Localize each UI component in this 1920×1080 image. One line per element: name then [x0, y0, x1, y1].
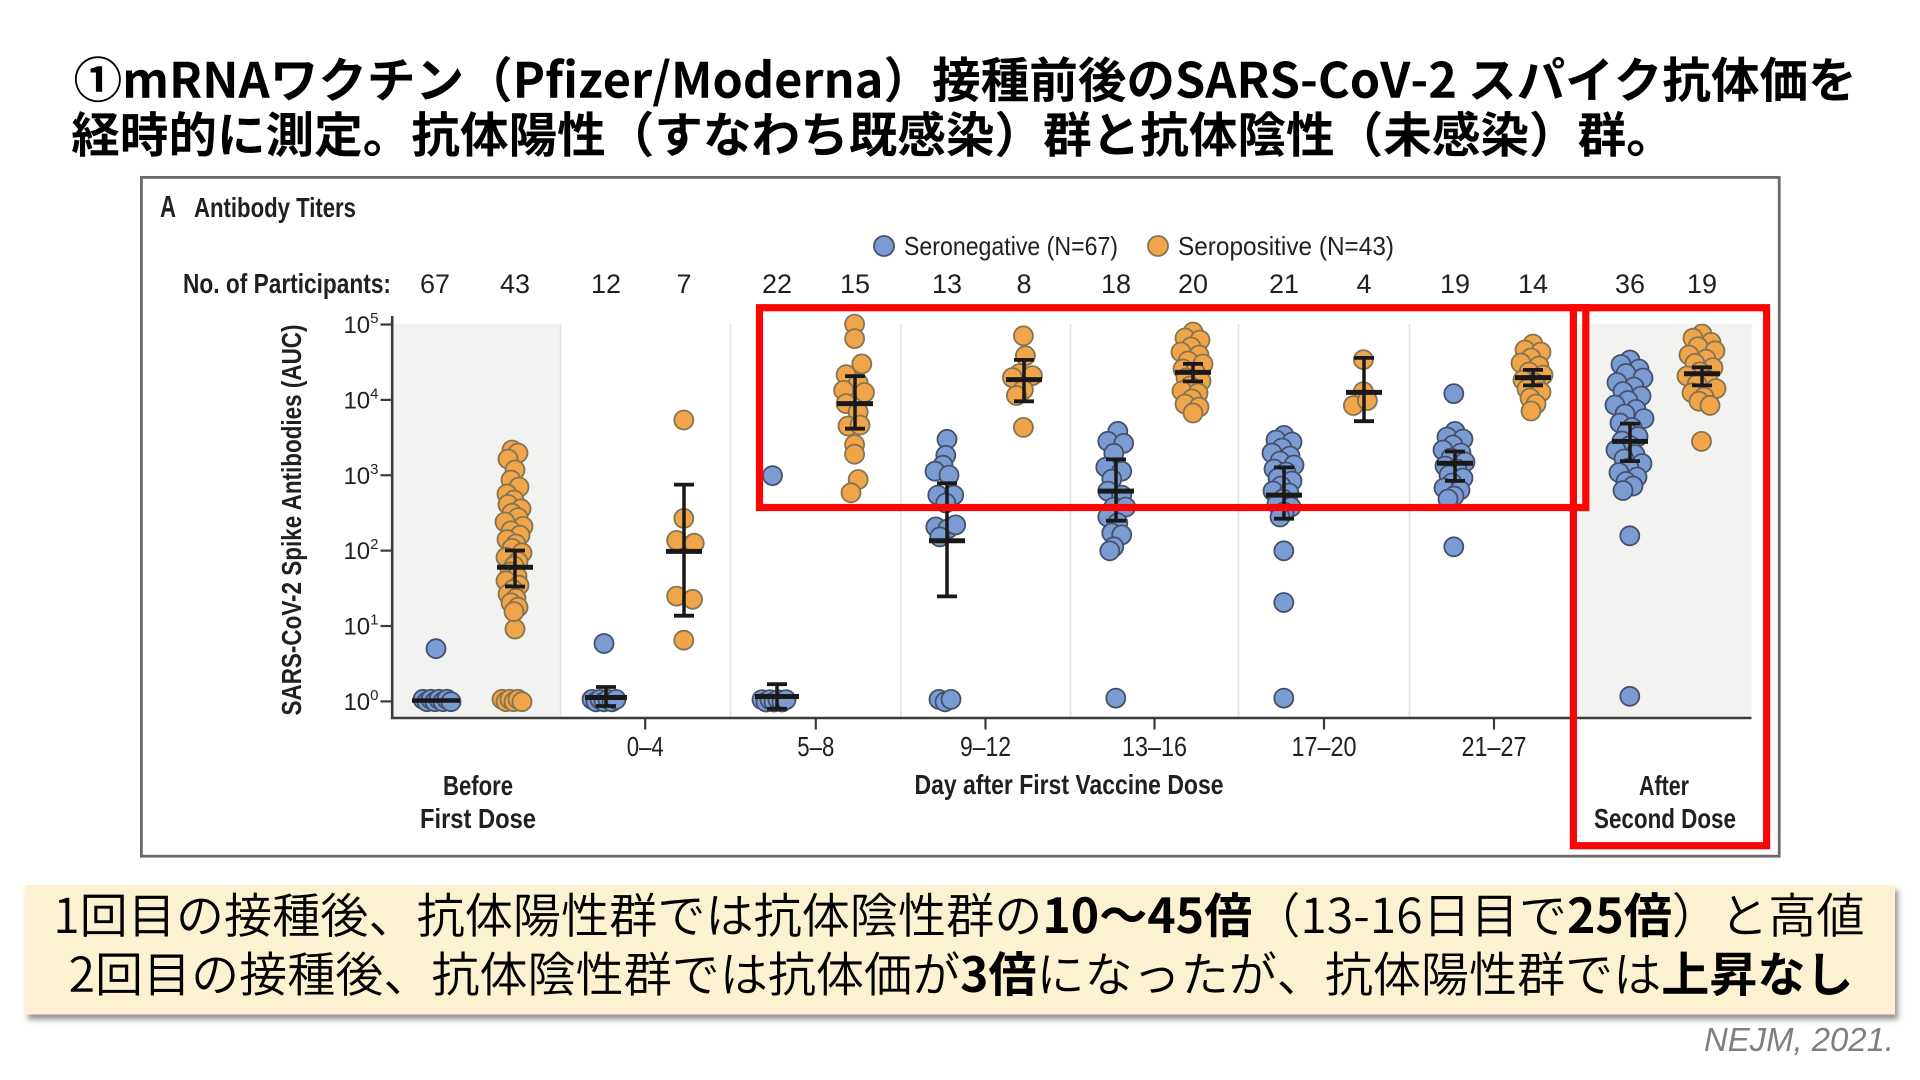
svg-text:7: 7 [676, 269, 691, 299]
svg-text:43: 43 [500, 269, 530, 299]
svg-text:36: 36 [1615, 269, 1645, 299]
svg-text:15: 15 [840, 269, 870, 299]
svg-text:NEJM, 2021.: NEJM, 2021. [1704, 1021, 1894, 1058]
svg-text:18: 18 [1101, 269, 1131, 299]
svg-text:0–4: 0–4 [627, 731, 664, 762]
svg-text:Antibody Titers: Antibody Titers [194, 192, 356, 223]
svg-text:Day after First Vaccine Dose: Day after First Vaccine Dose [915, 769, 1224, 800]
svg-text:20: 20 [1178, 269, 1208, 299]
svg-text:102: 102 [343, 536, 378, 565]
svg-text:First Dose: First Dose [420, 803, 536, 834]
svg-text:21: 21 [1269, 269, 1299, 299]
svg-text:4: 4 [1356, 269, 1371, 299]
svg-text:13–16: 13–16 [1122, 731, 1187, 762]
svg-text:Seronegative (N=67): Seronegative (N=67) [904, 231, 1118, 261]
svg-text:Before: Before [443, 770, 513, 801]
svg-text:13: 13 [932, 269, 962, 299]
svg-text:14: 14 [1518, 269, 1548, 299]
svg-text:Seropositive (N=43): Seropositive (N=43) [1178, 231, 1394, 261]
svg-text:19: 19 [1687, 269, 1717, 299]
svg-text:67: 67 [420, 269, 450, 299]
svg-text:A: A [160, 189, 176, 224]
svg-text:12: 12 [591, 269, 621, 299]
svg-text:Second Dose: Second Dose [1594, 803, 1736, 834]
svg-text:8: 8 [1016, 269, 1031, 299]
svg-text:17–20: 17–20 [1292, 731, 1357, 762]
svg-text:21–27: 21–27 [1462, 731, 1527, 762]
svg-text:No. of Participants:: No. of Participants: [183, 268, 391, 299]
svg-text:19: 19 [1440, 269, 1470, 299]
svg-text:After: After [1639, 770, 1689, 801]
svg-text:22: 22 [762, 269, 792, 299]
svg-text:5–8: 5–8 [797, 731, 834, 762]
svg-text:SARS-CoV-2 Spike Antibodies (A: SARS-CoV-2 Spike Antibodies (AUC) [276, 325, 307, 716]
svg-text:9–12: 9–12 [960, 731, 1011, 762]
